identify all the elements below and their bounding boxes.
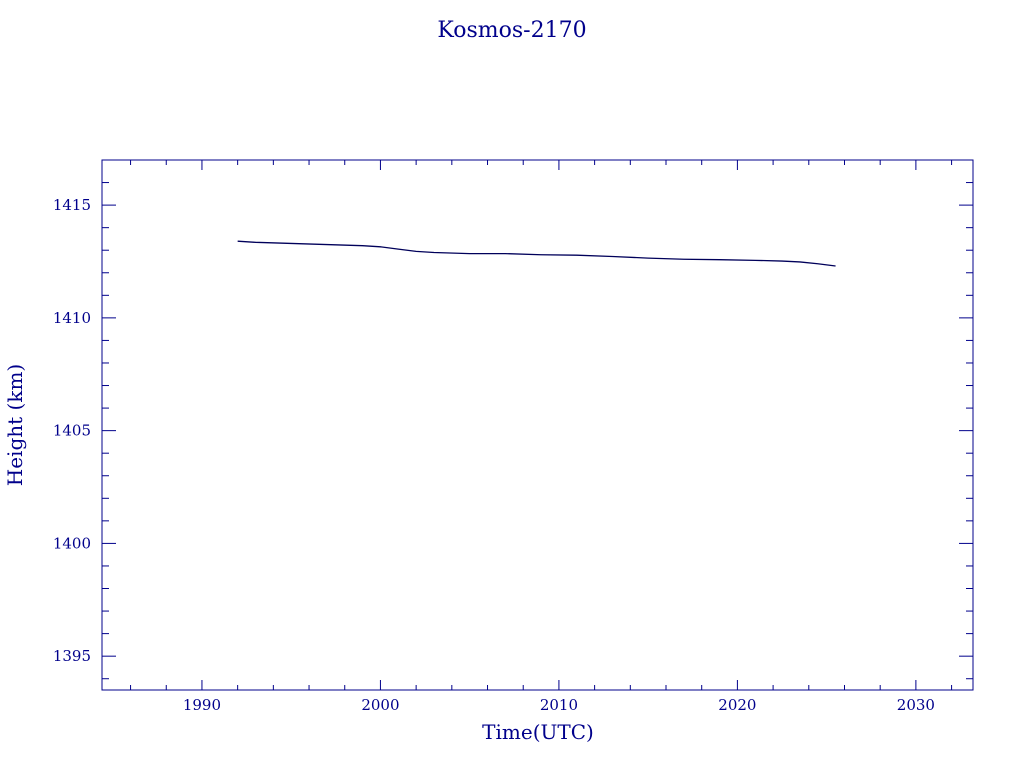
y-tick-label: 1395 <box>53 647 91 665</box>
y-tick-label: 1400 <box>53 534 91 552</box>
y-tick-label: 1415 <box>53 196 91 214</box>
x-tick-label: 2020 <box>718 696 756 714</box>
x-axis-label: Time(UTC) <box>482 720 594 744</box>
y-axis-label: Height (km) <box>3 364 27 486</box>
axis-tick-labels: 1990 2000 2010 2020 2030 1395 1400 1405 1410 1415 <box>53 196 935 714</box>
x-tick-label: 2010 <box>540 696 578 714</box>
chart-title: Kosmos-2170 <box>437 18 586 43</box>
x-tick-label: 2000 <box>361 696 399 714</box>
x-tick-label: 1990 <box>183 696 221 714</box>
series-line <box>237 240 836 267</box>
x-tick-label: 2030 <box>897 696 935 714</box>
y-tick-label: 1410 <box>53 309 91 327</box>
axis-ticks <box>102 159 973 690</box>
y-tick-label: 1405 <box>53 422 91 440</box>
plot-frame <box>101 159 974 691</box>
